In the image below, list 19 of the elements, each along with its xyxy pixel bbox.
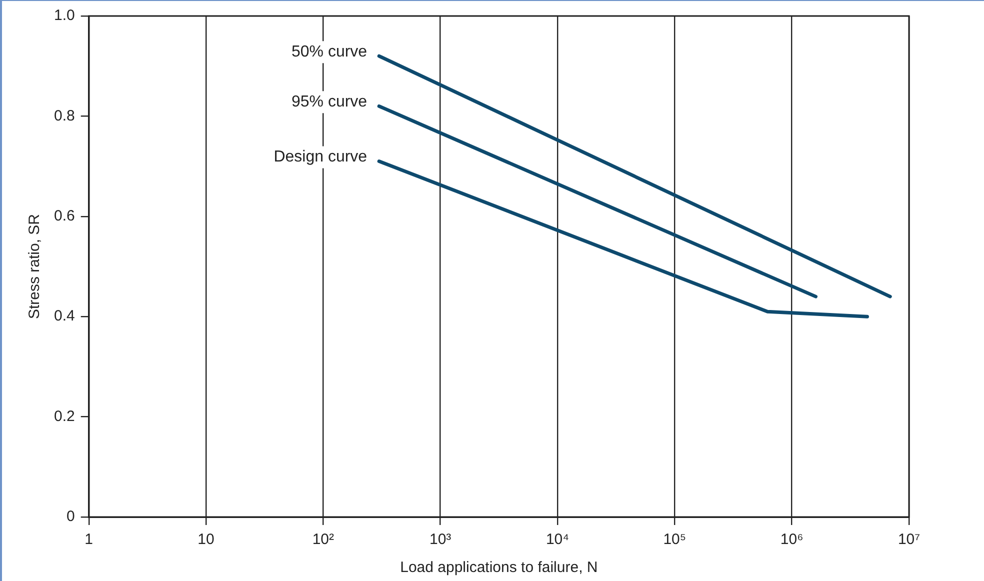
x-tick-label: 10⁶ — [780, 531, 804, 548]
series-label: 95% curve — [291, 94, 368, 111]
y-tick-label: 0.4 — [54, 308, 75, 325]
y-tick-label: 0.8 — [54, 107, 75, 124]
y-tick-label: 0.6 — [54, 208, 75, 225]
x-tick-label: 10³ — [430, 531, 452, 548]
series-label: 50% curve — [291, 43, 368, 60]
x-tick-label: 1 — [84, 531, 94, 548]
x-tick-label: 10⁴ — [546, 531, 570, 548]
series-label: Design curve — [274, 148, 368, 166]
x-tick-label: 10⁵ — [663, 531, 686, 548]
x-axis-title: Load applications to failure, N — [400, 559, 598, 576]
y-tick-label: 0 — [66, 508, 75, 526]
y-tick-label: 1.0 — [54, 7, 75, 24]
y-axis-title: Stress ratio, SR — [26, 214, 44, 320]
x-tick-label: 10 — [198, 531, 214, 548]
x-tick-label: 10⁷ — [898, 531, 920, 548]
y-tick-label: 0.2 — [54, 408, 75, 425]
x-tick-label: 10² — [312, 531, 334, 548]
